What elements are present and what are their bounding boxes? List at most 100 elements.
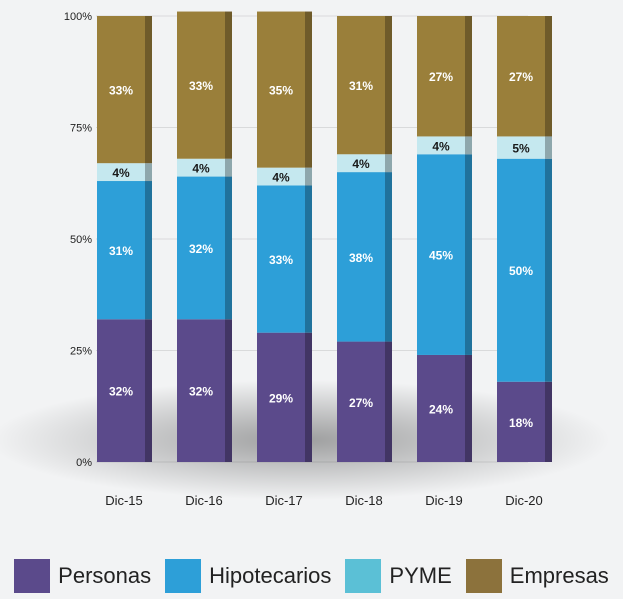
data-label: 33% [269,253,293,267]
bar-segment-side [385,154,392,173]
legend-item-hipotecarios: Hipotecarios [165,559,331,593]
legend: Personas Hipotecarios PYME Empresas [0,556,623,596]
y-tick-label: 25% [70,346,92,358]
data-label: 31% [349,79,373,93]
bar-segment-side [385,172,392,342]
bars: 32% 31% 4% 33% 32% 32% 4% 33% 29% 33% 4% 35% 27% 38% 4… [97,11,552,462]
legend-swatch [345,559,382,593]
data-label: 35% [269,84,293,98]
bar-segment-personas [337,341,385,462]
bar-segment-pyme [417,136,465,155]
bar-segment-side [305,332,312,462]
bar-segment-personas [97,319,145,462]
legend-swatch [14,559,51,593]
bar-segment-side [145,319,152,462]
data-label: 50% [509,264,533,278]
bar-segment-side [145,16,152,164]
bar-segment-empresas [497,16,545,137]
bar-segment-side [465,154,472,355]
x-axis-labels: Dic-15 Dic-16 Dic-17 Dic-18 Dic-19 Dic-20 [105,493,543,508]
data-label: 32% [109,385,133,399]
bar-segment-hipotecarios [257,185,305,333]
bar-segment-side [385,341,392,462]
bar-segment-pyme [97,163,145,182]
data-label: 4% [352,157,370,171]
bar-segment-personas [177,319,225,462]
data-label: 33% [109,84,133,98]
bar-segment-pyme [257,167,305,186]
legend-label: PYME [389,563,452,588]
bar-segment-hipotecarios [177,176,225,320]
data-label: 27% [429,70,453,84]
data-label: 29% [269,391,293,405]
bar-segment-side [145,181,152,320]
bar-segment-side [545,158,552,382]
bar-stack: 24% 45% 4% 27% [417,16,472,462]
bar-segment-hipotecarios [337,172,385,342]
bar-segment-pyme [497,136,545,159]
y-axis: 0% 25% 50% 75% 100% [64,11,92,469]
bar-segment-empresas [337,16,385,155]
x-tick-label: Dic-17 [265,493,303,508]
bar-segment-empresas [177,11,225,159]
legend-item-pyme: PYME [345,559,452,593]
data-label: 18% [509,416,533,430]
data-label: 32% [189,242,213,256]
x-tick-label: Dic-18 [345,493,383,508]
bar-stack: 32% 31% 4% 33% [97,16,152,462]
data-label: 38% [349,251,373,265]
data-label: 4% [192,162,210,176]
bar-segment-side [545,136,552,159]
legend-swatch [165,559,202,593]
data-label: 27% [509,70,533,84]
data-label: 45% [429,249,453,263]
bar-segment-empresas [417,16,465,137]
bar-segment-empresas [97,16,145,164]
data-label: 5% [512,142,530,156]
legend-label: Empresas [509,563,609,588]
legend-label: Personas [58,563,152,588]
bar-segment-side [305,185,312,333]
x-tick-label: Dic-19 [425,493,463,508]
y-tick-label: 100% [64,11,92,23]
bar-segment-hipotecarios [97,181,145,320]
bar-segment-side [385,16,392,155]
legend-item-empresas: Empresas [465,559,609,593]
bar-segment-side [145,163,152,182]
legend-label: Hipotecarios [209,563,332,588]
data-label: 4% [432,139,450,153]
bar-segment-personas [497,381,545,462]
bar-segment-hipotecarios [417,154,465,355]
bar-segment-side [545,16,552,137]
bar-segment-personas [417,354,465,462]
data-label: 4% [272,171,290,185]
bar-segment-side [225,158,232,177]
bar-stack: 27% 38% 4% 31% [337,16,392,462]
bar-segment-side [465,136,472,155]
bar-stack: 32% 32% 4% 33% [177,11,232,462]
bar-segment-personas [257,332,305,462]
legend-swatch [465,559,502,593]
bar-segment-side [305,167,312,186]
data-label: 31% [109,244,133,258]
data-label: 33% [189,79,213,93]
bar-segment-hipotecarios [497,158,545,382]
bar-segment-side [305,11,312,168]
data-label: 32% [189,385,213,399]
bar-segment-side [225,319,232,462]
y-tick-label: 75% [70,123,92,135]
bar-segment-side [225,176,232,320]
x-tick-label: Dic-15 [105,493,143,508]
bar-segment-side [225,11,232,159]
legend-item-personas: Personas [14,559,151,593]
bar-segment-pyme [177,158,225,177]
bar-segment-side [465,354,472,462]
bar-stack: 18% 50% 5% 27% [497,16,552,462]
data-label: 4% [112,166,130,180]
bar-segment-side [465,16,472,137]
y-tick-label: 50% [70,234,92,246]
data-label: 24% [429,402,453,416]
data-label: 27% [349,396,373,410]
bar-stack: 29% 33% 4% 35% [257,11,312,462]
